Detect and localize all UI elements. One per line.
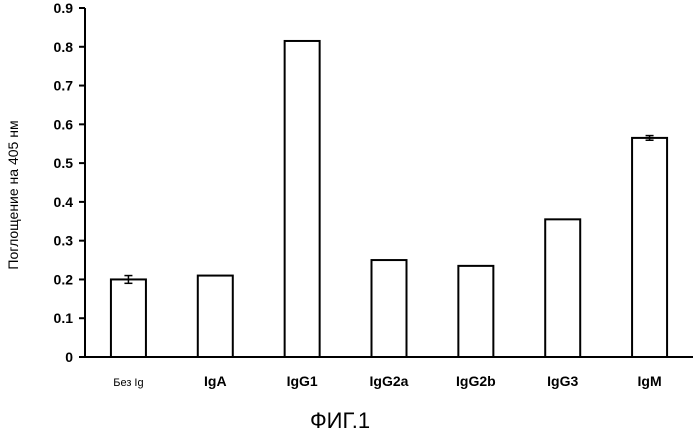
bar: [458, 266, 493, 357]
y-tick-label: 0.4: [54, 194, 74, 210]
x-tick-label: IgG1: [287, 373, 318, 389]
bar: [285, 41, 320, 357]
x-tick-label: IgM: [638, 373, 662, 389]
x-tick-label: IgG3: [547, 373, 578, 389]
bar: [545, 219, 580, 357]
x-tick-label: IgG2b: [456, 373, 496, 389]
y-tick-label: 0.6: [54, 116, 74, 132]
y-ticks: 0 0.1 0.2 0.3 0.4 0.5 0.6 0.7 0.8 0.9: [54, 0, 85, 365]
bar: [111, 279, 146, 357]
y-tick-label: 0.8: [54, 39, 74, 55]
x-tick-labels: Без Ig IgA IgG1 IgG2a IgG2b IgG3 IgM: [113, 373, 661, 389]
bar: [198, 276, 233, 357]
figure-caption: ФИГ.1: [310, 408, 370, 433]
y-tick-label: 0.3: [54, 233, 74, 249]
x-tick-label: IgA: [204, 373, 227, 389]
y-tick-label: 0: [65, 349, 73, 365]
bars: [111, 41, 667, 357]
x-tick-label: Без Ig: [113, 377, 143, 389]
y-tick-label: 0.1: [54, 310, 74, 326]
y-tick-label: 0.9: [54, 0, 74, 16]
y-tick-label: 0.7: [54, 78, 74, 94]
bar: [372, 260, 407, 357]
y-tick-label: 0.5: [54, 155, 74, 171]
y-tick-label: 0.2: [54, 271, 74, 287]
x-tick-label: IgG2a: [370, 373, 409, 389]
y-axis-label: Поглощение на 405 нм: [5, 120, 21, 269]
bar: [632, 138, 667, 357]
